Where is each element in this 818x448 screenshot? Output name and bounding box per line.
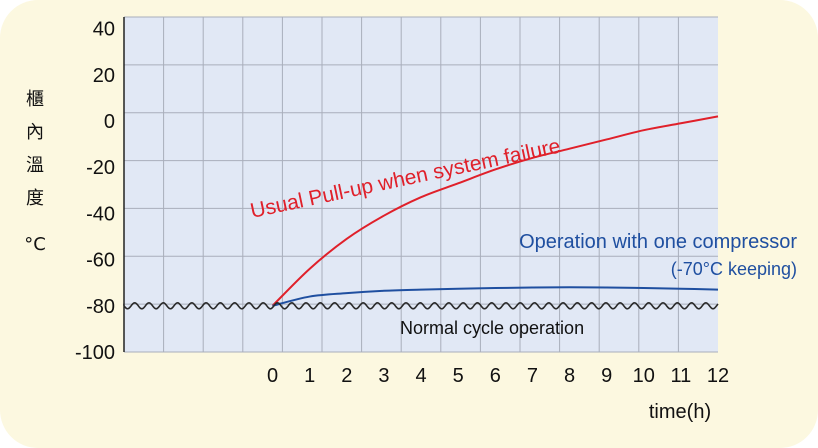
y-tick-label: 40 [93, 19, 115, 41]
y-tick-label: 20 [93, 65, 115, 87]
x-tick-label: 0 [267, 365, 278, 387]
annotation-normal-cycle: Normal cycle operation [400, 318, 584, 338]
x-tick-label: 10 [633, 365, 655, 387]
x-tick-label: 2 [341, 365, 352, 387]
x-tick-label: 8 [564, 365, 575, 387]
y-tick-label: -60 [86, 250, 115, 272]
annotation-one-compressor: Operation with one compressor [519, 231, 797, 253]
x-tick-label: 4 [415, 365, 426, 387]
y-tick-label: -100 [75, 342, 115, 364]
y-tick-labels: 40 20 0 -20 -40 -60 -80 -100 [75, 19, 115, 364]
y-axis-label-char: °C [24, 234, 46, 255]
plot-area [124, 17, 718, 352]
y-tick-label: -20 [86, 157, 115, 179]
x-axis-label: time(h) [649, 401, 711, 423]
x-tick-label: 12 [707, 365, 729, 387]
x-tick-label: 5 [453, 365, 464, 387]
y-tick-label: -80 [86, 296, 115, 318]
y-axis-label-char: 度 [26, 188, 44, 209]
y-axis-label-char: 溫 [26, 155, 44, 176]
y-axis-label-char: 櫃 [26, 89, 44, 110]
x-tick-label: 11 [670, 365, 691, 387]
series-line [272, 286, 719, 307]
y-tick-label: -40 [86, 203, 115, 225]
x-tick-label: 3 [378, 365, 389, 387]
series-line [123, 301, 719, 310]
annotation-keeping: (-70°C keeping) [671, 259, 797, 279]
y-tick-label: 0 [104, 111, 115, 133]
x-tick-label: 6 [490, 365, 501, 387]
series-line [271, 115, 719, 307]
series-lines [123, 115, 719, 310]
x-tick-labels: 0 1 2 3 4 5 6 7 8 9 10 11 12 [267, 365, 729, 387]
x-tick-label: 1 [304, 365, 315, 387]
y-axis-label-char: 內 [26, 122, 44, 143]
x-tick-label: 9 [601, 365, 612, 387]
x-tick-label: 7 [527, 365, 538, 387]
